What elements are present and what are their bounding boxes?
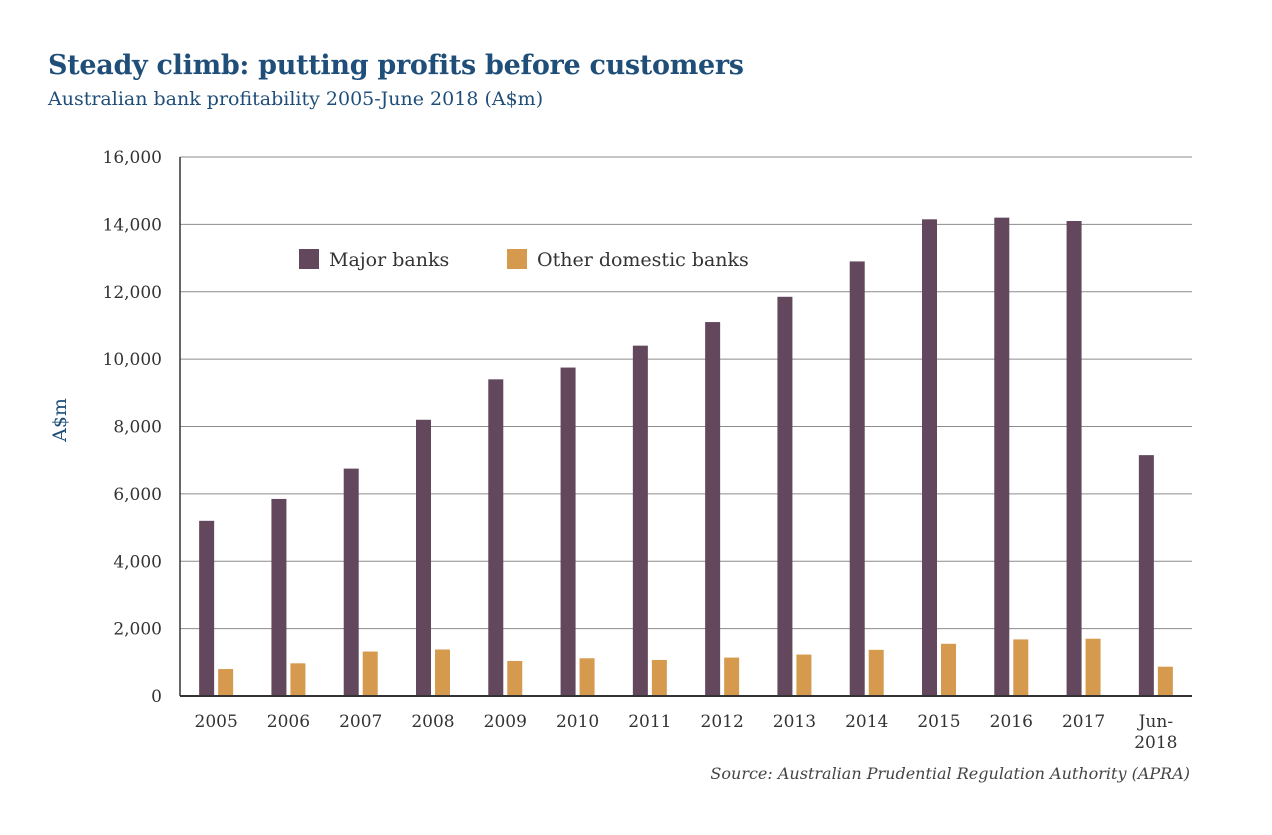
bar-major-banks (199, 520, 215, 696)
bar-other-domestic-banks (796, 654, 812, 696)
bar-other-domestic-banks (651, 659, 667, 696)
legend: Major banks Other domestic banks (299, 249, 749, 271)
x-tick-label: 2012 (701, 712, 744, 732)
bar-major-banks (994, 217, 1010, 696)
x-tick-label: 2008 (411, 712, 454, 732)
legend-label-major-banks: Major banks (329, 249, 449, 271)
y-axis-ticks: 0 2,000 4,000 6,000 8,000 10,000 12,000 14,000 1… (103, 148, 162, 707)
bar-other-domestic-banks (218, 669, 234, 696)
legend-swatch-other-domestic-banks (507, 249, 527, 269)
bar-other-domestic-banks (1013, 639, 1029, 696)
x-tick-label: 2013 (773, 712, 816, 732)
bar-major-banks (777, 296, 793, 696)
x-tick-label: 2015 (917, 712, 960, 732)
y-tick-label: 2,000 (113, 620, 162, 640)
bar-major-banks (632, 345, 648, 696)
bar-major-banks (271, 498, 287, 696)
bar-other-domestic-banks (579, 658, 595, 696)
gridlines (180, 156, 1192, 630)
x-tick-label: 2017 (1062, 712, 1105, 732)
legend-swatch-major-banks (299, 249, 319, 269)
bar-other-domestic-banks (868, 649, 884, 696)
bar-other-domestic-banks (362, 651, 378, 696)
bar-major-banks (1066, 221, 1082, 696)
y-tick-label: 8,000 (113, 418, 162, 438)
x-axis-ticks: 2005 2006 2007 2008 2009 2010 2011 2012 2013 2014… (195, 712, 1178, 753)
legend-label-other-domestic-banks: Other domestic banks (537, 249, 749, 271)
y-tick-label: 10,000 (103, 350, 162, 370)
source-note: Source: Australian Prudential Regulation… (710, 764, 1190, 783)
x-tick-label: 2010 (556, 712, 599, 732)
y-tick-label: 12,000 (103, 283, 162, 303)
bar-major-banks (922, 219, 937, 696)
bar-other-domestic-banks (290, 663, 306, 696)
x-tick-label: 2009 (484, 712, 527, 732)
y-tick-label: 16,000 (103, 148, 162, 168)
y-tick-label: 0 (151, 687, 162, 707)
bar-major-banks (416, 419, 431, 696)
bar-major-banks (849, 261, 865, 696)
bar-other-domestic-banks (435, 649, 450, 696)
x-tick-label: 2014 (845, 712, 888, 732)
y-tick-label: 6,000 (113, 485, 162, 505)
y-tick-label: 14,000 (103, 215, 162, 235)
x-tick-label: 2016 (990, 712, 1033, 732)
bar-major-banks (1138, 455, 1154, 696)
chart-subtitle: Australian bank profitability 2005-June … (48, 88, 544, 110)
x-tick-label: 2006 (267, 712, 310, 732)
y-tick-label: 4,000 (113, 552, 162, 572)
x-tick-label: 2011 (628, 712, 671, 732)
x-tick-label: Jun-2018 (1134, 712, 1177, 753)
bar-other-domestic-banks (1085, 638, 1101, 696)
x-tick-label: 2005 (195, 712, 238, 732)
bar-major-banks (560, 367, 576, 696)
bar-major-banks (705, 322, 721, 696)
bar-major-banks (488, 379, 504, 696)
y-axis-label: A$m (49, 398, 71, 443)
bar-major-banks (343, 468, 359, 696)
x-tick-label: 2007 (339, 712, 382, 732)
bars (199, 217, 1173, 696)
bar-other-domestic-banks (941, 643, 956, 696)
chart-title: Steady climb: putting profits before cus… (48, 50, 744, 81)
bar-other-domestic-banks (507, 660, 523, 696)
bar-other-domestic-banks (1157, 666, 1173, 696)
bar-other-domestic-banks (724, 657, 740, 696)
